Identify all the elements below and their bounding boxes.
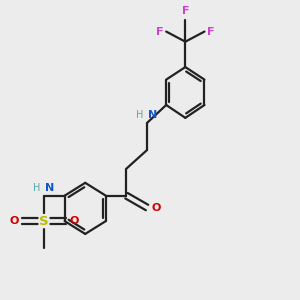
Text: O: O bbox=[9, 216, 18, 226]
Text: N: N bbox=[45, 183, 54, 193]
Text: F: F bbox=[156, 26, 163, 37]
Text: O: O bbox=[152, 202, 161, 212]
Text: N: N bbox=[148, 110, 157, 120]
Text: H: H bbox=[33, 183, 40, 193]
Text: F: F bbox=[207, 26, 215, 37]
Text: F: F bbox=[182, 6, 189, 16]
Text: S: S bbox=[39, 214, 49, 228]
Text: O: O bbox=[70, 216, 79, 226]
Text: H: H bbox=[136, 110, 143, 120]
